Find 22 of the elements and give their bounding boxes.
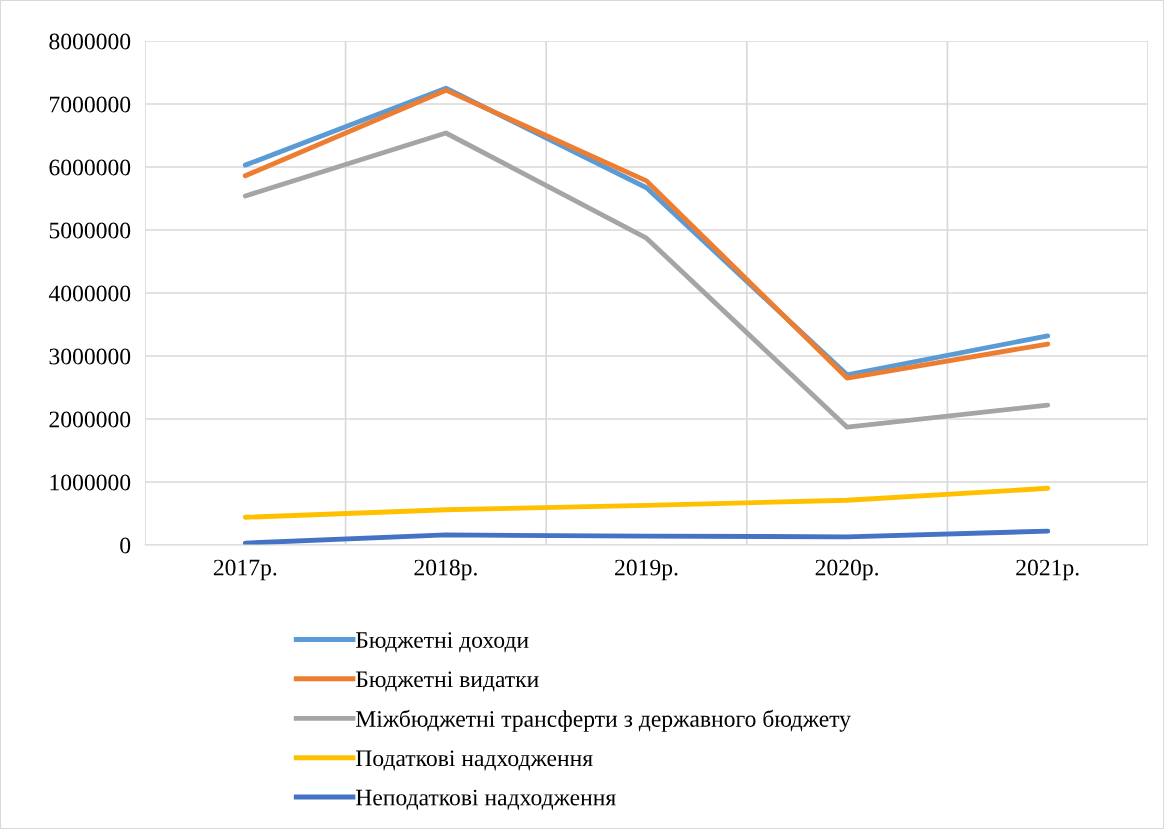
legend-label: Бюджетні видатки — [355, 671, 539, 692]
x-tick-label: 2017р. — [213, 559, 277, 581]
y-tick-label: 4000000 — [48, 285, 131, 302]
x-tick-label: 2021р. — [1016, 559, 1079, 581]
line-series — [242, 130, 1051, 430]
y-tick-label: 3000000 — [49, 348, 131, 365]
legend-label: Неподаткові надходження — [355, 789, 616, 810]
y-tick-label: 8000000 — [49, 33, 131, 50]
line-series — [242, 485, 1051, 520]
legend-label: Бюджетні доходи — [355, 632, 529, 653]
x-tick-label: 2020р. — [815, 559, 879, 581]
y-tick-label: 1000000 — [50, 474, 131, 491]
y-tick-label: 7000000 — [50, 96, 131, 113]
x-tick-label: 2019р. — [615, 559, 678, 581]
x-tick-label: 2018р. — [414, 559, 477, 581]
y-tick-label: 0 — [120, 537, 131, 554]
y-tick-label: 2000000 — [49, 411, 131, 428]
y-tick-label: 6000000 — [49, 159, 131, 176]
y-tick-label: 5000000 — [49, 222, 131, 239]
legend-label: Міжбюджетні трансферти з державного бюджету — [355, 709, 851, 732]
legend-label: Податкові надходження — [355, 750, 593, 771]
line-series — [242, 528, 1051, 545]
